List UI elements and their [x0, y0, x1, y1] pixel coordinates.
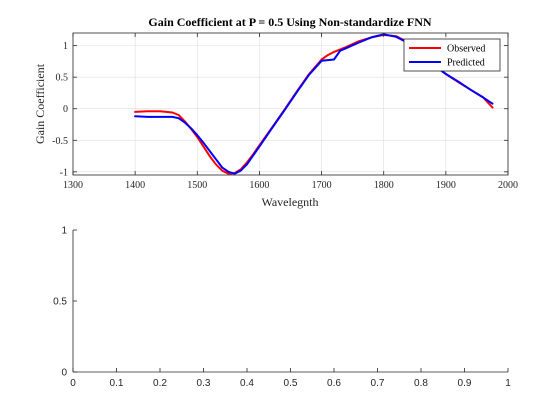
bottom-chart-x-tick-label: 0.5 [284, 378, 298, 389]
bottom-chart-x-tick-label: 0.2 [153, 378, 167, 389]
top-chart-x-tick-label: 1900 [436, 180, 456, 191]
bottom-chart-x-ticks: 0 0.1 0.2 0.3 0.4 0.5 0.6 0.7 0.8 0.9 1 [70, 368, 511, 389]
top-chart-y-tick-label: 0.5 [56, 73, 69, 84]
top-chart-x-tick-label: 1400 [125, 180, 145, 191]
top-chart: 1300 1400 1500 1600 1700 1800 1900 2000 -1 -0.5 0… [33, 15, 518, 209]
top-chart-y-axis-label: Gain Coefficient [33, 63, 47, 144]
legend-label-observed: Observed [447, 44, 485, 55]
top-chart-x-tick-label: 1800 [374, 180, 394, 191]
bottom-chart-y-tick-label: 1 [61, 226, 67, 237]
bottom-chart: 0 0.1 0.2 0.3 0.4 0.5 0.6 0.7 0.8 0.9 1 00.51 [53, 226, 511, 390]
bottom-chart-y-tick-label: 0 [61, 368, 67, 379]
bottom-chart-x-tick-label: 1 [505, 378, 511, 389]
bottom-chart-y-tick-label: 0.5 [53, 297, 67, 308]
top-chart-x-tick-label: 1500 [187, 180, 207, 191]
top-chart-x-tick-label: 1300 [63, 180, 83, 191]
top-chart-x-ticks: 1300 1400 1500 1600 1700 1800 1900 2000 [63, 33, 518, 191]
top-chart-title: Gain Coefficient at P = 0.5 Using Non-st… [148, 15, 431, 29]
top-chart-axes-box [72, 32, 509, 176]
top-chart-x-tick-label: 2000 [498, 180, 518, 191]
bottom-chart-x-tick-label: 0.3 [197, 378, 211, 389]
bottom-chart-y-ticks: 00.51 [53, 226, 77, 379]
top-chart-y-tick-label: 1 [63, 41, 68, 52]
bottom-chart-x-tick-label: 0.1 [110, 378, 124, 389]
legend-box [403, 38, 501, 72]
top-chart-legend: Observed Predicted [403, 38, 501, 72]
top-chart-x-tick-label: 1700 [312, 180, 332, 191]
legend-label-predicted: Predicted [447, 58, 485, 69]
top-chart-y-tick-label: -0.5 [52, 136, 68, 147]
bottom-chart-x-tick-label: 0.7 [371, 378, 385, 389]
top-chart-y-tick-label: -1 [60, 167, 68, 178]
bottom-chart-x-tick-label: 0.4 [240, 378, 254, 389]
top-chart-x-axis-label: Wavelegnth [261, 195, 318, 209]
top-chart-y-tick-label: 0 [63, 104, 68, 115]
bottom-chart-x-tick-label: 0 [70, 378, 76, 389]
bottom-chart-x-tick-label: 0.9 [458, 378, 472, 389]
bottom-chart-x-tick-label: 0.8 [414, 378, 428, 389]
bottom-chart-x-tick-label: 0.6 [327, 378, 341, 389]
top-chart-y-ticks: -1 -0.5 0 0.5 1 [52, 41, 508, 178]
top-chart-x-tick-label: 1600 [249, 180, 269, 191]
